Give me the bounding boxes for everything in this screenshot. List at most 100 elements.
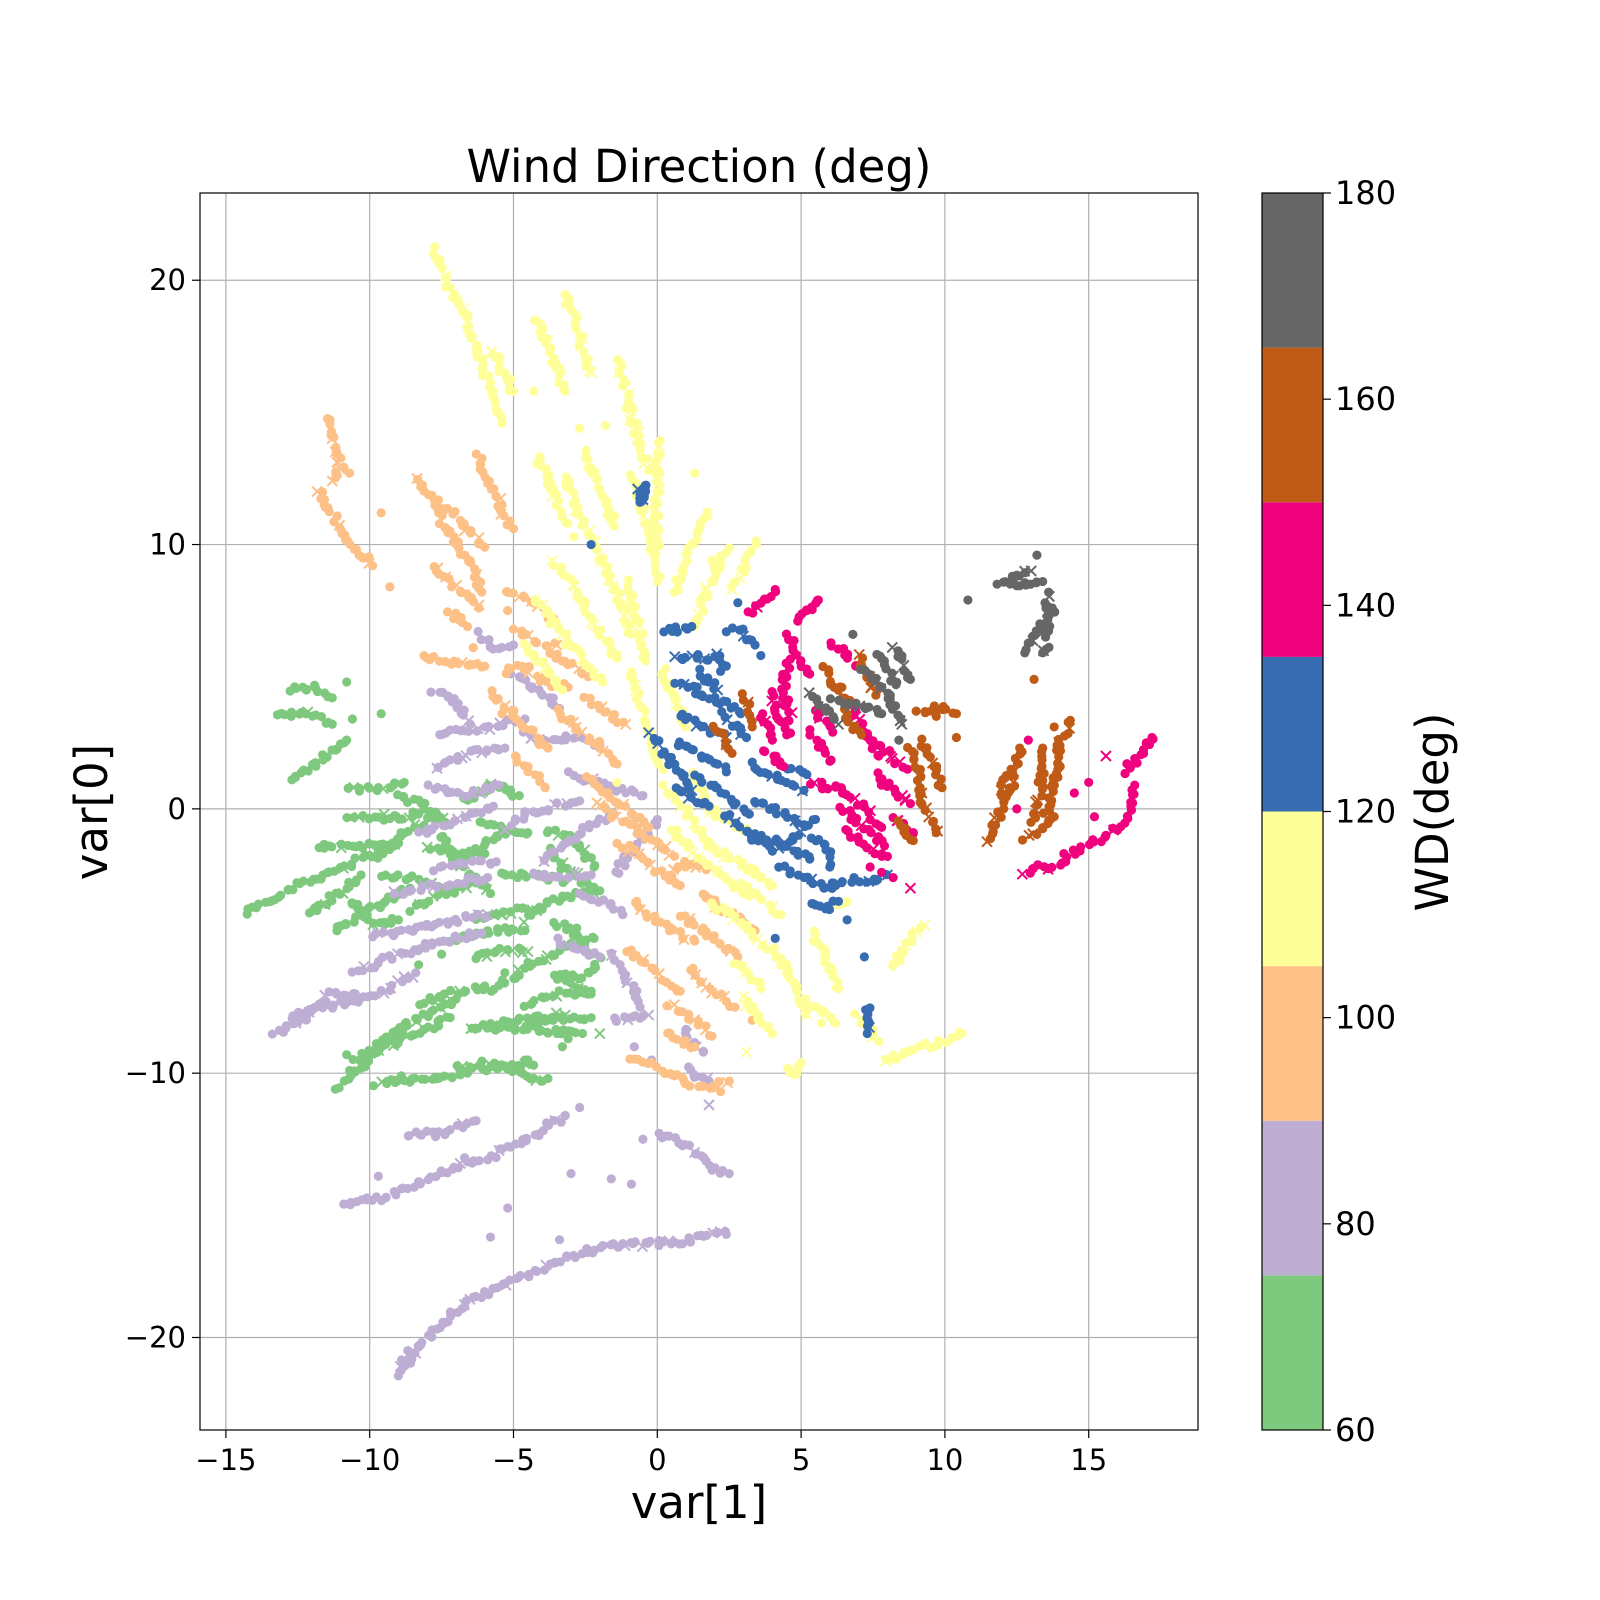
data-point [695,690,706,700]
x-tick-label: 15 [1070,1443,1107,1477]
data-point [894,735,904,745]
data-point [316,711,327,722]
data-point [1017,835,1028,845]
data-point [507,791,518,801]
data-point [859,952,869,962]
data-point [713,759,723,769]
data-point [855,877,865,887]
data-point [600,420,611,431]
data-point [549,1115,559,1126]
data-point [473,626,483,637]
data-point [632,822,642,832]
data-point [776,909,786,920]
colorbar-tick-label: 60 [1335,1411,1376,1449]
data-point [684,1233,694,1243]
data-point [1049,722,1059,732]
data-point [503,1203,513,1213]
data-point [842,896,852,906]
data-point [520,807,530,817]
data-point [645,1236,655,1246]
data-point [303,766,313,776]
data-point [813,595,823,605]
data-point-x [727,914,739,926]
data-point [1038,621,1048,632]
data-point-x [594,1027,606,1040]
data-point [478,985,489,995]
data-point-x [740,1046,753,1058]
data-point [698,606,709,616]
data-point [397,814,407,824]
data-point [480,661,490,671]
data-point [612,653,622,663]
data-point [512,757,522,767]
data-point [503,606,513,616]
colorbar-tick-label: 140 [1335,586,1396,624]
data-point [870,849,880,859]
data-point [453,933,464,944]
data-point [669,851,680,862]
data-point [617,843,627,853]
data-point [776,954,786,964]
data-point [491,1152,501,1163]
data-point [417,1338,427,1348]
data-point [547,950,557,960]
data-point [658,780,668,790]
data-point [368,1081,379,1091]
data-point [711,905,722,916]
data-point [331,987,341,998]
data-point [445,282,455,292]
data-point [693,1020,703,1030]
data-point [500,978,510,988]
data-point [376,709,386,719]
data-point [644,465,654,476]
data-point [731,798,741,808]
data-point [376,508,386,518]
data-point [405,906,415,917]
data-point [812,713,823,723]
colorbar-tick-label: 100 [1335,999,1396,1037]
data-point [493,927,503,937]
data-point [569,532,579,542]
data-point [767,880,777,891]
data-point [521,872,531,882]
data-point-x [637,509,650,522]
data-point [497,418,507,428]
data-point [745,699,755,709]
data-point [560,386,570,396]
data-point [833,983,844,994]
data-point [560,1110,570,1121]
colorbar-band [1262,1275,1323,1430]
data-point [669,587,680,597]
data-point [872,875,883,885]
data-point [480,542,490,552]
data-point [1040,632,1051,642]
data-point-x [378,808,390,820]
data-point [640,706,651,716]
data-point [504,378,514,388]
data-point [920,805,930,815]
data-point [539,1013,550,1023]
data-point [406,885,416,895]
data-point [647,537,657,547]
data-point [675,880,685,891]
data-point [799,785,809,795]
data-point [843,717,853,727]
data-point [350,989,360,999]
data-point [543,1028,553,1038]
data-point [721,627,731,637]
data-point [586,539,596,550]
data-point [434,917,444,927]
data-point [460,850,470,860]
data-point [644,529,654,539]
data-point-x [678,933,690,946]
data-point-x [700,582,712,594]
data-point [461,910,471,921]
data-point [747,722,757,732]
data-point-x [786,707,798,719]
data-point [905,798,915,809]
data-point-x [522,667,535,679]
data-point [347,714,358,724]
data-point-x [633,619,646,631]
data-point [620,861,630,871]
data-point [583,454,593,465]
